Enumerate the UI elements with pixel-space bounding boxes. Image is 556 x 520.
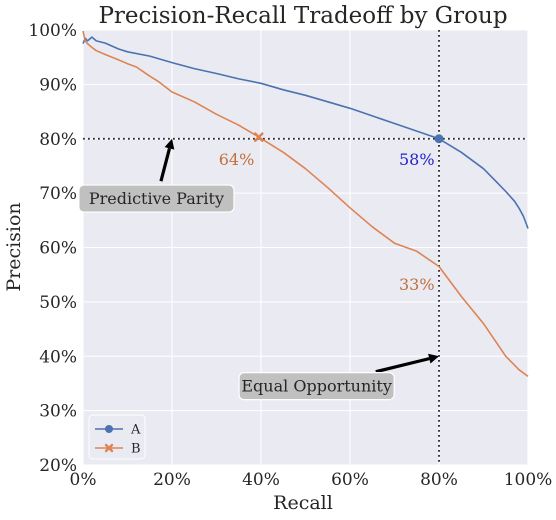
series-markers <box>253 132 444 144</box>
legend-label: A <box>130 423 141 438</box>
x-tick-label: 100% <box>504 470 553 490</box>
legend-marker-circle <box>105 425 113 433</box>
annotation-arrow-head <box>428 353 439 364</box>
y-tick-label: 70% <box>39 184 77 204</box>
marker-a <box>434 134 444 144</box>
x-axis-label: Recall <box>273 492 333 514</box>
y-tick-label: 100% <box>28 21 77 41</box>
legend: AB <box>88 414 146 460</box>
legend-marker-x <box>104 443 114 453</box>
y-axis-label: Precision <box>3 202 25 291</box>
y-tick-label: 90% <box>39 75 77 95</box>
annotations: Predictive Parity Equal Opportunity <box>78 138 439 401</box>
series-line-a <box>82 36 529 229</box>
x-tick-label: 40% <box>242 470 280 490</box>
y-tick-label: 20% <box>39 456 77 476</box>
series-lines <box>82 30 529 378</box>
annotation-arrow-shaft <box>159 148 172 182</box>
series-line-b <box>82 30 529 378</box>
annotation-arrow-head <box>164 138 175 150</box>
point-label: 33% <box>399 275 435 294</box>
reference-lines <box>83 30 528 465</box>
x-tick-label: 60% <box>331 470 369 490</box>
marker-b <box>253 132 264 142</box>
annotation-text: Predictive Parity <box>89 189 224 208</box>
annotation-box <box>238 372 395 401</box>
point-label: 64% <box>219 150 255 169</box>
y-tick-label: 30% <box>39 402 77 422</box>
x-tick-label: 80% <box>420 470 458 490</box>
marker-x-shape <box>253 132 264 142</box>
annotation-arrow-shaft <box>375 357 430 374</box>
gridlines <box>82 29 529 466</box>
x-tick-label: 20% <box>153 470 191 490</box>
annotation-0: Predictive Parity <box>78 138 235 213</box>
legend-label: B <box>131 442 141 457</box>
point-labels: 64% 58% 33% <box>219 150 435 294</box>
chart-title: Precision-Recall Tradeoff by Group <box>98 3 507 29</box>
tick-labels: 0% 20% 40% 60% 80% 100%20%30%40%50%60%70%80%9… <box>28 21 552 490</box>
y-tick-label: 40% <box>39 347 77 367</box>
y-tick-label: 60% <box>39 239 77 259</box>
annotation-text: Equal Opportunity <box>241 377 391 396</box>
y-tick-label: 50% <box>39 293 77 313</box>
x-tick-label: 0% <box>70 470 97 490</box>
annotation-box <box>78 184 235 213</box>
annotation-1: Equal Opportunity <box>238 353 439 401</box>
y-tick-label: 80% <box>39 130 77 150</box>
point-label: 58% <box>399 150 435 169</box>
